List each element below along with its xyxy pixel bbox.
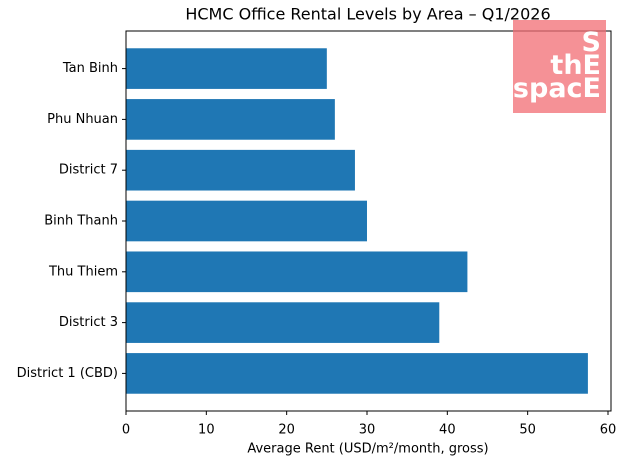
y-tick-label: District 7 — [59, 163, 118, 178]
x-tick-label: 10 — [198, 423, 215, 438]
y-tick-label: Binh Thanh — [44, 214, 118, 229]
logo: S thE spacE — [513, 20, 606, 113]
bar — [126, 149, 355, 191]
x-tick-label: 50 — [519, 423, 536, 438]
bar — [126, 200, 367, 242]
bar — [126, 251, 468, 293]
y-tick-label: Thu Thiem — [48, 264, 118, 279]
x-tick-label: 0 — [122, 423, 130, 438]
bar — [126, 99, 335, 140]
x-axis-label: Average Rent (USD/m²/month, gross) — [247, 442, 488, 457]
x-tick-label: 20 — [278, 423, 295, 438]
logo-text: S — [582, 27, 601, 58]
x-tick-label: 60 — [600, 423, 617, 438]
y-tick-label: Tan Binh — [62, 61, 118, 76]
chart-title: HCMC Office Rental Levels by Area – Q1/2… — [185, 5, 550, 24]
y-tick-label: District 3 — [59, 315, 118, 330]
bar — [126, 302, 440, 343]
logo-text: spacE — [513, 73, 601, 104]
bar — [126, 353, 588, 394]
y-tick-label: District 1 (CBD) — [17, 366, 118, 381]
bar — [126, 48, 327, 89]
bars — [126, 48, 588, 394]
x-tick-label: 40 — [439, 423, 456, 438]
y-tick-label: Phu Nhuan — [47, 112, 118, 127]
x-tick-label: 30 — [359, 423, 376, 438]
logo-background — [513, 20, 606, 113]
logo-text: thE — [550, 50, 601, 81]
